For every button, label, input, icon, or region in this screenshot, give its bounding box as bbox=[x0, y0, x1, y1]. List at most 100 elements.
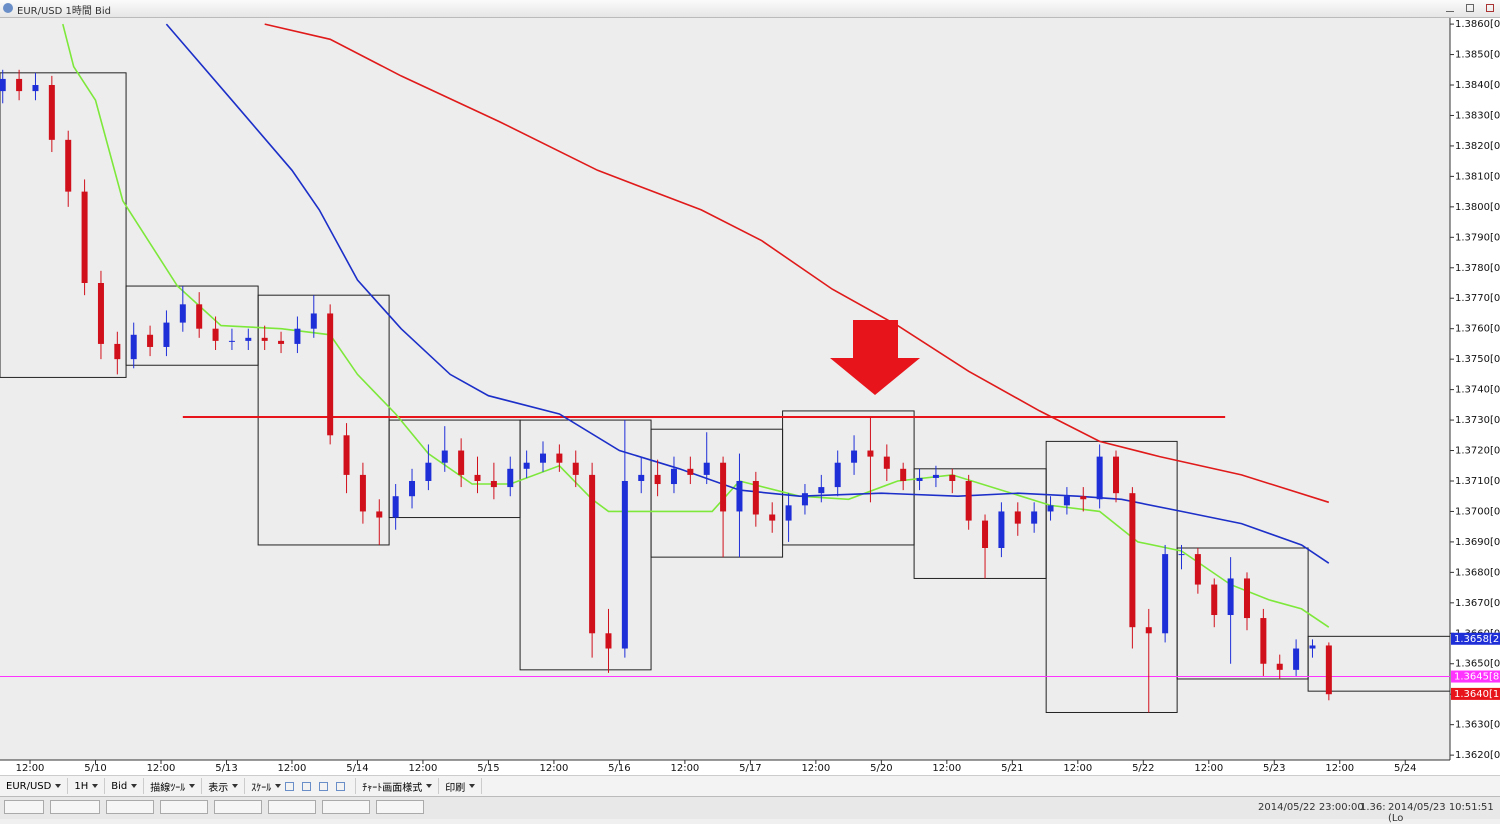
y-tick-label: 1.3790[0] bbox=[1455, 232, 1500, 243]
candle-body bbox=[310, 313, 317, 329]
x-tick-label: 12:00 bbox=[409, 763, 438, 774]
moving-average-line bbox=[62, 23, 1330, 628]
dropdown-arrow bbox=[189, 784, 196, 788]
title-bar: EUR/USD 1時間 Bid bbox=[0, 0, 1500, 18]
chart: 1.3620[0]1.3630[0]1.3640[0]1.3650[0]1.36… bbox=[0, 18, 1500, 775]
candle-body bbox=[900, 468, 907, 481]
tool-icon[interactable] bbox=[319, 781, 329, 791]
status-field bbox=[268, 800, 316, 814]
y-tick-label: 1.3620[0] bbox=[1455, 750, 1500, 761]
moving-average-line bbox=[165, 23, 1330, 564]
minimize-button[interactable] bbox=[1446, 4, 1454, 12]
y-tick-label: 1.3680[0] bbox=[1455, 567, 1500, 578]
close-button[interactable] bbox=[1486, 4, 1494, 12]
price-axis bbox=[1450, 18, 1500, 775]
app-icon bbox=[3, 3, 13, 13]
candle-body bbox=[752, 480, 759, 515]
candle-body bbox=[1031, 511, 1038, 524]
dropdown-arrow bbox=[469, 784, 476, 788]
candle-body bbox=[1113, 456, 1120, 494]
candle-body bbox=[130, 334, 137, 360]
candle-body bbox=[965, 480, 972, 521]
candle-body bbox=[409, 480, 416, 497]
price-marker bbox=[1451, 670, 1500, 683]
candle-body bbox=[114, 343, 121, 360]
candle-body bbox=[556, 453, 563, 463]
candle-body bbox=[736, 480, 743, 512]
annotation-arrow bbox=[830, 320, 920, 395]
status-bar: 2014/05/22 23:00:00 1.36: 2014/05/23 10:… bbox=[0, 796, 1500, 824]
candle-body bbox=[982, 520, 989, 548]
x-tick-label: 12:00 bbox=[1063, 763, 1092, 774]
y-tick-label: 1.3810[0] bbox=[1455, 171, 1500, 182]
x-tick-label: 5/16 bbox=[608, 763, 630, 774]
candle-body bbox=[376, 511, 383, 518]
y-tick-label: 1.3840[0] bbox=[1455, 80, 1500, 91]
candle-body bbox=[490, 480, 497, 488]
toolbar-menu[interactable]: 印刷 bbox=[439, 778, 483, 794]
candle-body bbox=[818, 487, 825, 494]
candle-body bbox=[48, 85, 55, 140]
moving-average-line bbox=[264, 23, 1330, 504]
status-clock: 2014/05/23 10:51:51 (Lo bbox=[1388, 802, 1494, 824]
dropdown-arrow bbox=[55, 784, 62, 788]
tool-icon[interactable] bbox=[336, 781, 346, 791]
candle-body bbox=[327, 313, 334, 436]
y-tick-label: 1.3770[0] bbox=[1455, 293, 1500, 304]
y-tick-label: 1.3670[0] bbox=[1455, 598, 1500, 609]
toolbar-menu[interactable]: Bid bbox=[105, 778, 145, 794]
candle-body bbox=[883, 456, 890, 469]
scroll-control[interactable] bbox=[4, 800, 44, 814]
status-field bbox=[214, 800, 262, 814]
price-marker bbox=[1451, 632, 1500, 645]
candle-body bbox=[932, 474, 939, 478]
candle-body bbox=[523, 462, 530, 469]
status-time: 2014/05/22 23:00:00 bbox=[1258, 802, 1364, 813]
candle-body bbox=[474, 474, 481, 481]
candle-body bbox=[1178, 554, 1185, 556]
toolbar-menu[interactable]: EUR/USD bbox=[0, 778, 69, 794]
toolbar-menu[interactable]: ｽｹｰﾙ bbox=[245, 778, 357, 794]
candle-body bbox=[507, 468, 514, 488]
toolbar-menu[interactable]: 描線ﾂｰﾙ bbox=[144, 778, 203, 794]
toolbar-menu[interactable]: 1H bbox=[68, 778, 106, 794]
candle-body bbox=[294, 328, 301, 344]
candle-body bbox=[1293, 648, 1300, 670]
candle-body bbox=[1227, 578, 1234, 616]
status-field bbox=[106, 800, 154, 814]
y-tick-label: 1.3720[0] bbox=[1455, 446, 1500, 457]
dropdown-arrow bbox=[92, 784, 99, 788]
tool-icon[interactable] bbox=[285, 781, 295, 791]
x-tick-label: 5/14 bbox=[346, 763, 368, 774]
candle-body bbox=[572, 462, 579, 475]
candle-body bbox=[212, 328, 219, 341]
candle-body bbox=[0, 78, 6, 92]
status-field bbox=[322, 800, 370, 814]
candle-body bbox=[589, 474, 596, 634]
candle-body bbox=[867, 450, 874, 457]
menu-label: 描線ﾂｰﾙ bbox=[150, 782, 186, 794]
candle-body bbox=[1047, 505, 1054, 512]
candle-body bbox=[769, 514, 776, 521]
x-tick-label: 12:00 bbox=[801, 763, 830, 774]
candle-body bbox=[392, 496, 399, 518]
y-tick-label: 1.3730[0] bbox=[1455, 415, 1500, 426]
y-tick-label: 1.3760[0] bbox=[1455, 324, 1500, 335]
candle-body bbox=[1211, 584, 1218, 616]
dropdown-arrow bbox=[131, 784, 138, 788]
candle-body bbox=[278, 340, 285, 344]
candle-body bbox=[1129, 493, 1136, 628]
toolbar: EUR/USD 1H Bid 描線ﾂｰﾙ 表示 ｽｹｰﾙ ﾁｬｰﾄ画面様式 印刷 bbox=[0, 775, 1500, 796]
candle-body bbox=[441, 450, 448, 463]
y-tick-label: 1.3780[0] bbox=[1455, 263, 1500, 274]
tool-icon[interactable] bbox=[302, 781, 312, 791]
x-tick-label: 5/20 bbox=[870, 763, 892, 774]
toolbar-menu[interactable]: ﾁｬｰﾄ画面様式 bbox=[356, 778, 440, 794]
y-tick-label: 1.3850[0] bbox=[1455, 50, 1500, 61]
dropdown-arrow bbox=[426, 784, 433, 788]
maximize-button[interactable] bbox=[1466, 4, 1474, 12]
menu-label: EUR/USD bbox=[6, 780, 52, 792]
candle-body bbox=[916, 477, 923, 481]
toolbar-menu[interactable]: 表示 bbox=[202, 778, 246, 794]
